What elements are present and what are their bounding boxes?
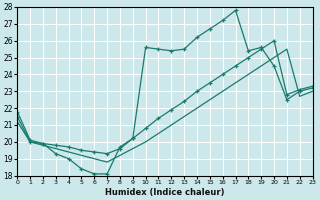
X-axis label: Humidex (Indice chaleur): Humidex (Indice chaleur) [105, 188, 225, 197]
